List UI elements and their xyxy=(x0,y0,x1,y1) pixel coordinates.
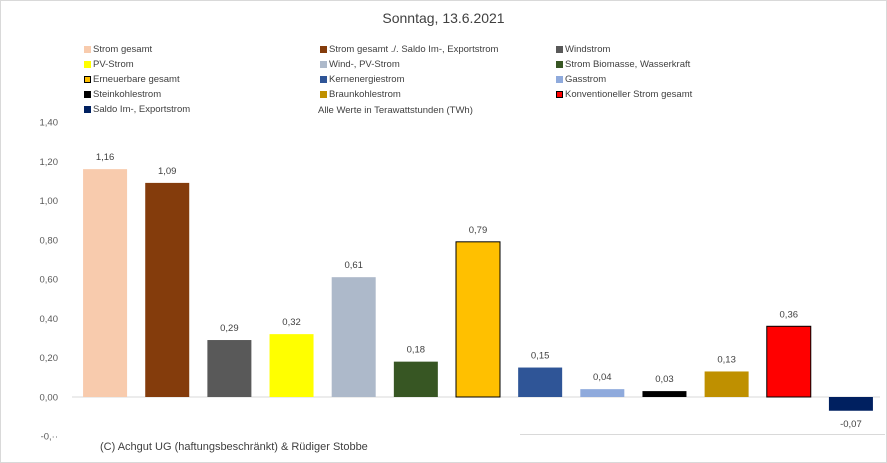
bar xyxy=(455,241,501,398)
data-label: 0,36 xyxy=(780,309,799,320)
data-label: 0,18 xyxy=(407,345,426,356)
chart-title: Sonntag, 13.6.2021 xyxy=(382,10,505,26)
data-label: 0,13 xyxy=(717,354,736,365)
bar xyxy=(331,277,376,397)
bar xyxy=(704,371,749,397)
copyright-text: (C) Achgut UG (haftungsbeschränkt) & Rüd… xyxy=(100,441,368,453)
data-label: 0,61 xyxy=(344,260,363,271)
legend-item: Wind-, PV-Strom xyxy=(320,58,400,70)
unit-note: Alle Werte in Terawattstunden (TWh) xyxy=(318,105,473,116)
plot-area-edge xyxy=(520,434,885,435)
legend-label: PV-Strom xyxy=(93,58,134,70)
y-tick-label: -0,·· xyxy=(41,432,58,443)
bar xyxy=(145,182,190,397)
data-label: 1,16 xyxy=(96,152,115,163)
legend-swatch xyxy=(320,45,327,53)
legend-item: Kernenergiestrom xyxy=(320,73,405,85)
legend-swatch xyxy=(84,45,91,53)
data-label: 0,32 xyxy=(282,317,301,328)
legend-label: Gasstrom xyxy=(565,73,607,85)
bar xyxy=(269,334,314,397)
legend-swatch xyxy=(84,75,91,83)
y-tick-label: 0,20 xyxy=(40,353,59,364)
bar xyxy=(766,325,812,398)
bar xyxy=(580,389,625,397)
data-label: 0,04 xyxy=(593,372,612,383)
bar xyxy=(642,391,687,397)
legend-label: Windstrom xyxy=(565,43,611,55)
legend-label: Wind-, PV-Strom xyxy=(329,58,400,70)
legend: Strom gesamt Strom gesamt ./. Saldo Im-, … xyxy=(0,0,887,120)
legend-swatch xyxy=(84,60,91,68)
legend-item: Gasstrom xyxy=(556,73,606,85)
legend-swatch xyxy=(556,75,563,83)
legend-item: Strom gesamt ./. Saldo Im-, Exportstrom xyxy=(320,43,498,55)
y-tick-label: 0,00 xyxy=(40,393,59,404)
legend-item: Steinkohlestrom xyxy=(84,88,161,100)
legend-item: Braunkohlestrom xyxy=(320,88,401,100)
legend-label: Konventioneller Strom gesamt xyxy=(565,88,693,100)
legend-swatch xyxy=(556,90,563,98)
legend-label: Kernenergiestrom xyxy=(329,73,405,85)
y-tick-label: 1,20 xyxy=(40,157,59,168)
legend-swatch xyxy=(84,105,91,113)
legend-label: Erneuerbare gesamt xyxy=(93,73,180,85)
legend-label: Braunkohlestrom xyxy=(329,88,401,100)
legend-swatch xyxy=(556,45,563,53)
y-tick-label: 1,40 xyxy=(40,118,59,129)
data-label: 0,29 xyxy=(220,323,239,334)
legend-swatch xyxy=(320,60,327,68)
data-label: 0,03 xyxy=(655,374,674,385)
bar xyxy=(207,340,252,397)
legend-label: Steinkohlestrom xyxy=(93,88,162,100)
y-tick-label: 0,80 xyxy=(40,235,59,246)
y-tick-label: 0,40 xyxy=(40,314,59,325)
data-label: 0,15 xyxy=(531,351,550,362)
legend-item: Erneuerbare gesamt xyxy=(84,73,180,85)
bar xyxy=(828,397,873,411)
y-tick-label: 1,00 xyxy=(40,196,59,207)
legend-swatch xyxy=(320,75,327,83)
legend-item: Windstrom xyxy=(556,43,610,55)
legend-item: PV-Strom xyxy=(84,58,134,70)
y-tick-label: 0,60 xyxy=(40,275,59,286)
data-label: 1,09 xyxy=(158,166,177,177)
bar xyxy=(83,169,128,397)
legend-swatch xyxy=(84,90,91,98)
legend-swatch xyxy=(320,90,327,98)
legend-item: Strom gesamt xyxy=(84,43,152,55)
legend-label: Strom gesamt xyxy=(93,43,153,55)
legend-label: Strom gesamt ./. Saldo Im-, Exportstrom xyxy=(329,43,499,55)
legend-item: Strom Biomasse, Wasserkraft xyxy=(556,58,690,70)
bar xyxy=(393,361,438,397)
data-label: -0,07 xyxy=(840,419,862,430)
legend-item: Saldo Im-, Exportstrom xyxy=(84,103,190,115)
legend-label: Saldo Im-, Exportstrom xyxy=(93,103,191,115)
legend-swatch xyxy=(556,60,563,68)
legend-item: Konventioneller Strom gesamt xyxy=(556,88,692,100)
data-label: 0,79 xyxy=(469,225,488,236)
bar xyxy=(518,367,563,397)
legend-label: Strom Biomasse, Wasserkraft xyxy=(565,58,691,70)
